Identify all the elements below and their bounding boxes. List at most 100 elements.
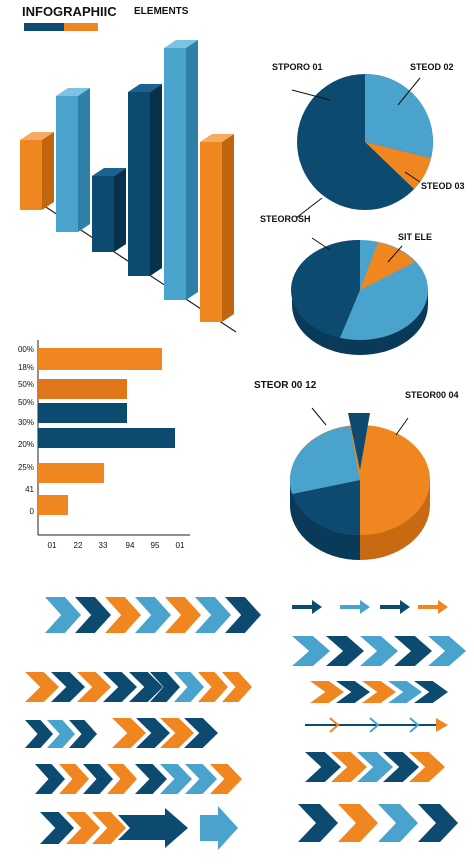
arrow-shaft bbox=[418, 605, 440, 609]
leader bbox=[395, 417, 409, 436]
bar bbox=[38, 348, 162, 370]
slice bbox=[292, 480, 360, 536]
chevron bbox=[174, 672, 204, 702]
label: STEOR 00 12 bbox=[254, 380, 317, 391]
column-label: 01 bbox=[176, 541, 185, 550]
title: INFOGRAPHIIC bbox=[22, 4, 117, 19]
arrow-shaft bbox=[340, 605, 362, 609]
chevron bbox=[83, 764, 113, 794]
chevron bbox=[35, 764, 65, 794]
leader bbox=[311, 407, 327, 426]
leader bbox=[404, 171, 421, 183]
bar-top bbox=[200, 134, 234, 142]
leader bbox=[397, 77, 421, 106]
bar-top bbox=[128, 84, 162, 92]
title-bar bbox=[64, 23, 98, 31]
bar bbox=[38, 495, 68, 515]
row-label: 25% bbox=[18, 463, 34, 472]
bar-front bbox=[164, 48, 186, 300]
row-label: 20% bbox=[18, 440, 34, 449]
arrow bbox=[118, 808, 188, 848]
column-label: 01 bbox=[48, 541, 57, 550]
bar-side bbox=[78, 88, 90, 232]
chevron bbox=[112, 718, 146, 748]
chevron bbox=[25, 672, 59, 702]
arrow-head bbox=[360, 600, 370, 614]
chevron bbox=[135, 764, 167, 794]
bar-top bbox=[20, 132, 54, 140]
bar-side bbox=[114, 168, 126, 252]
subtitle: ELEMENTS bbox=[134, 6, 189, 17]
chevron bbox=[210, 764, 242, 794]
label: STEOR00 04 bbox=[405, 390, 459, 400]
leader bbox=[311, 237, 331, 251]
chevron bbox=[362, 681, 396, 703]
arrow-head bbox=[312, 600, 322, 614]
chevron bbox=[75, 597, 111, 633]
arrow-tick bbox=[329, 717, 340, 733]
chevron bbox=[150, 672, 180, 702]
bar-top bbox=[92, 168, 126, 176]
arrow-shaft bbox=[380, 605, 402, 609]
slice bbox=[348, 413, 370, 470]
pie-top: STPORO 01 STEOD 02 STEOD 03 STEOROSH bbox=[260, 62, 465, 224]
arrow-head bbox=[400, 600, 410, 614]
label: STPORO 01 bbox=[272, 62, 323, 72]
slice bbox=[289, 426, 360, 494]
chevron bbox=[103, 672, 137, 702]
arrow-tick bbox=[409, 717, 420, 733]
column-label: 22 bbox=[74, 541, 83, 550]
chevron bbox=[66, 812, 100, 844]
slice bbox=[365, 74, 433, 158]
chevron bbox=[160, 764, 192, 794]
chevron bbox=[107, 764, 137, 794]
pie-bottom: STEOR 00 12 STEOR00 04 bbox=[254, 380, 459, 560]
row-label: 50% bbox=[18, 398, 34, 407]
chevron bbox=[409, 752, 445, 782]
chevron bbox=[25, 720, 53, 748]
row-label: 50% bbox=[18, 380, 34, 389]
chevron bbox=[326, 636, 364, 666]
chevron bbox=[357, 752, 393, 782]
bar-top bbox=[164, 40, 198, 48]
column-label: 33 bbox=[99, 541, 108, 550]
chevron bbox=[222, 672, 252, 702]
chevron bbox=[77, 672, 111, 702]
chevron bbox=[310, 681, 344, 703]
chevron bbox=[198, 672, 228, 702]
chevron bbox=[388, 681, 422, 703]
arrow-head bbox=[438, 600, 448, 614]
chevron bbox=[47, 720, 75, 748]
label: STEOROSH bbox=[260, 214, 311, 224]
slice bbox=[291, 239, 360, 338]
chevron bbox=[414, 681, 448, 703]
chevron bbox=[105, 597, 141, 633]
chevron bbox=[336, 681, 370, 703]
bar-top bbox=[56, 88, 90, 96]
row-label: 30% bbox=[18, 418, 34, 427]
chevron bbox=[292, 636, 330, 666]
row-label: 18% bbox=[18, 363, 34, 372]
chevron bbox=[136, 718, 170, 748]
bar-side bbox=[42, 132, 54, 210]
chevron bbox=[92, 812, 126, 844]
chevron bbox=[225, 597, 261, 633]
row-label: 00% bbox=[18, 345, 34, 354]
chevron bbox=[59, 764, 89, 794]
chevron bbox=[129, 672, 163, 702]
bar-side bbox=[222, 134, 234, 322]
chevron bbox=[383, 752, 419, 782]
chevron bbox=[418, 804, 458, 842]
row-label: 41 bbox=[25, 485, 34, 494]
arrow-tick bbox=[369, 717, 380, 733]
chevron bbox=[51, 672, 85, 702]
label: SIT ELE bbox=[398, 232, 432, 242]
leader bbox=[291, 89, 331, 101]
chevron bbox=[331, 752, 367, 782]
chevron bbox=[378, 804, 418, 842]
pie-middle: SIT ELE bbox=[291, 232, 432, 355]
chevron bbox=[184, 718, 218, 748]
chevron bbox=[69, 720, 97, 748]
column-label: 95 bbox=[151, 541, 160, 550]
bar bbox=[38, 403, 127, 423]
